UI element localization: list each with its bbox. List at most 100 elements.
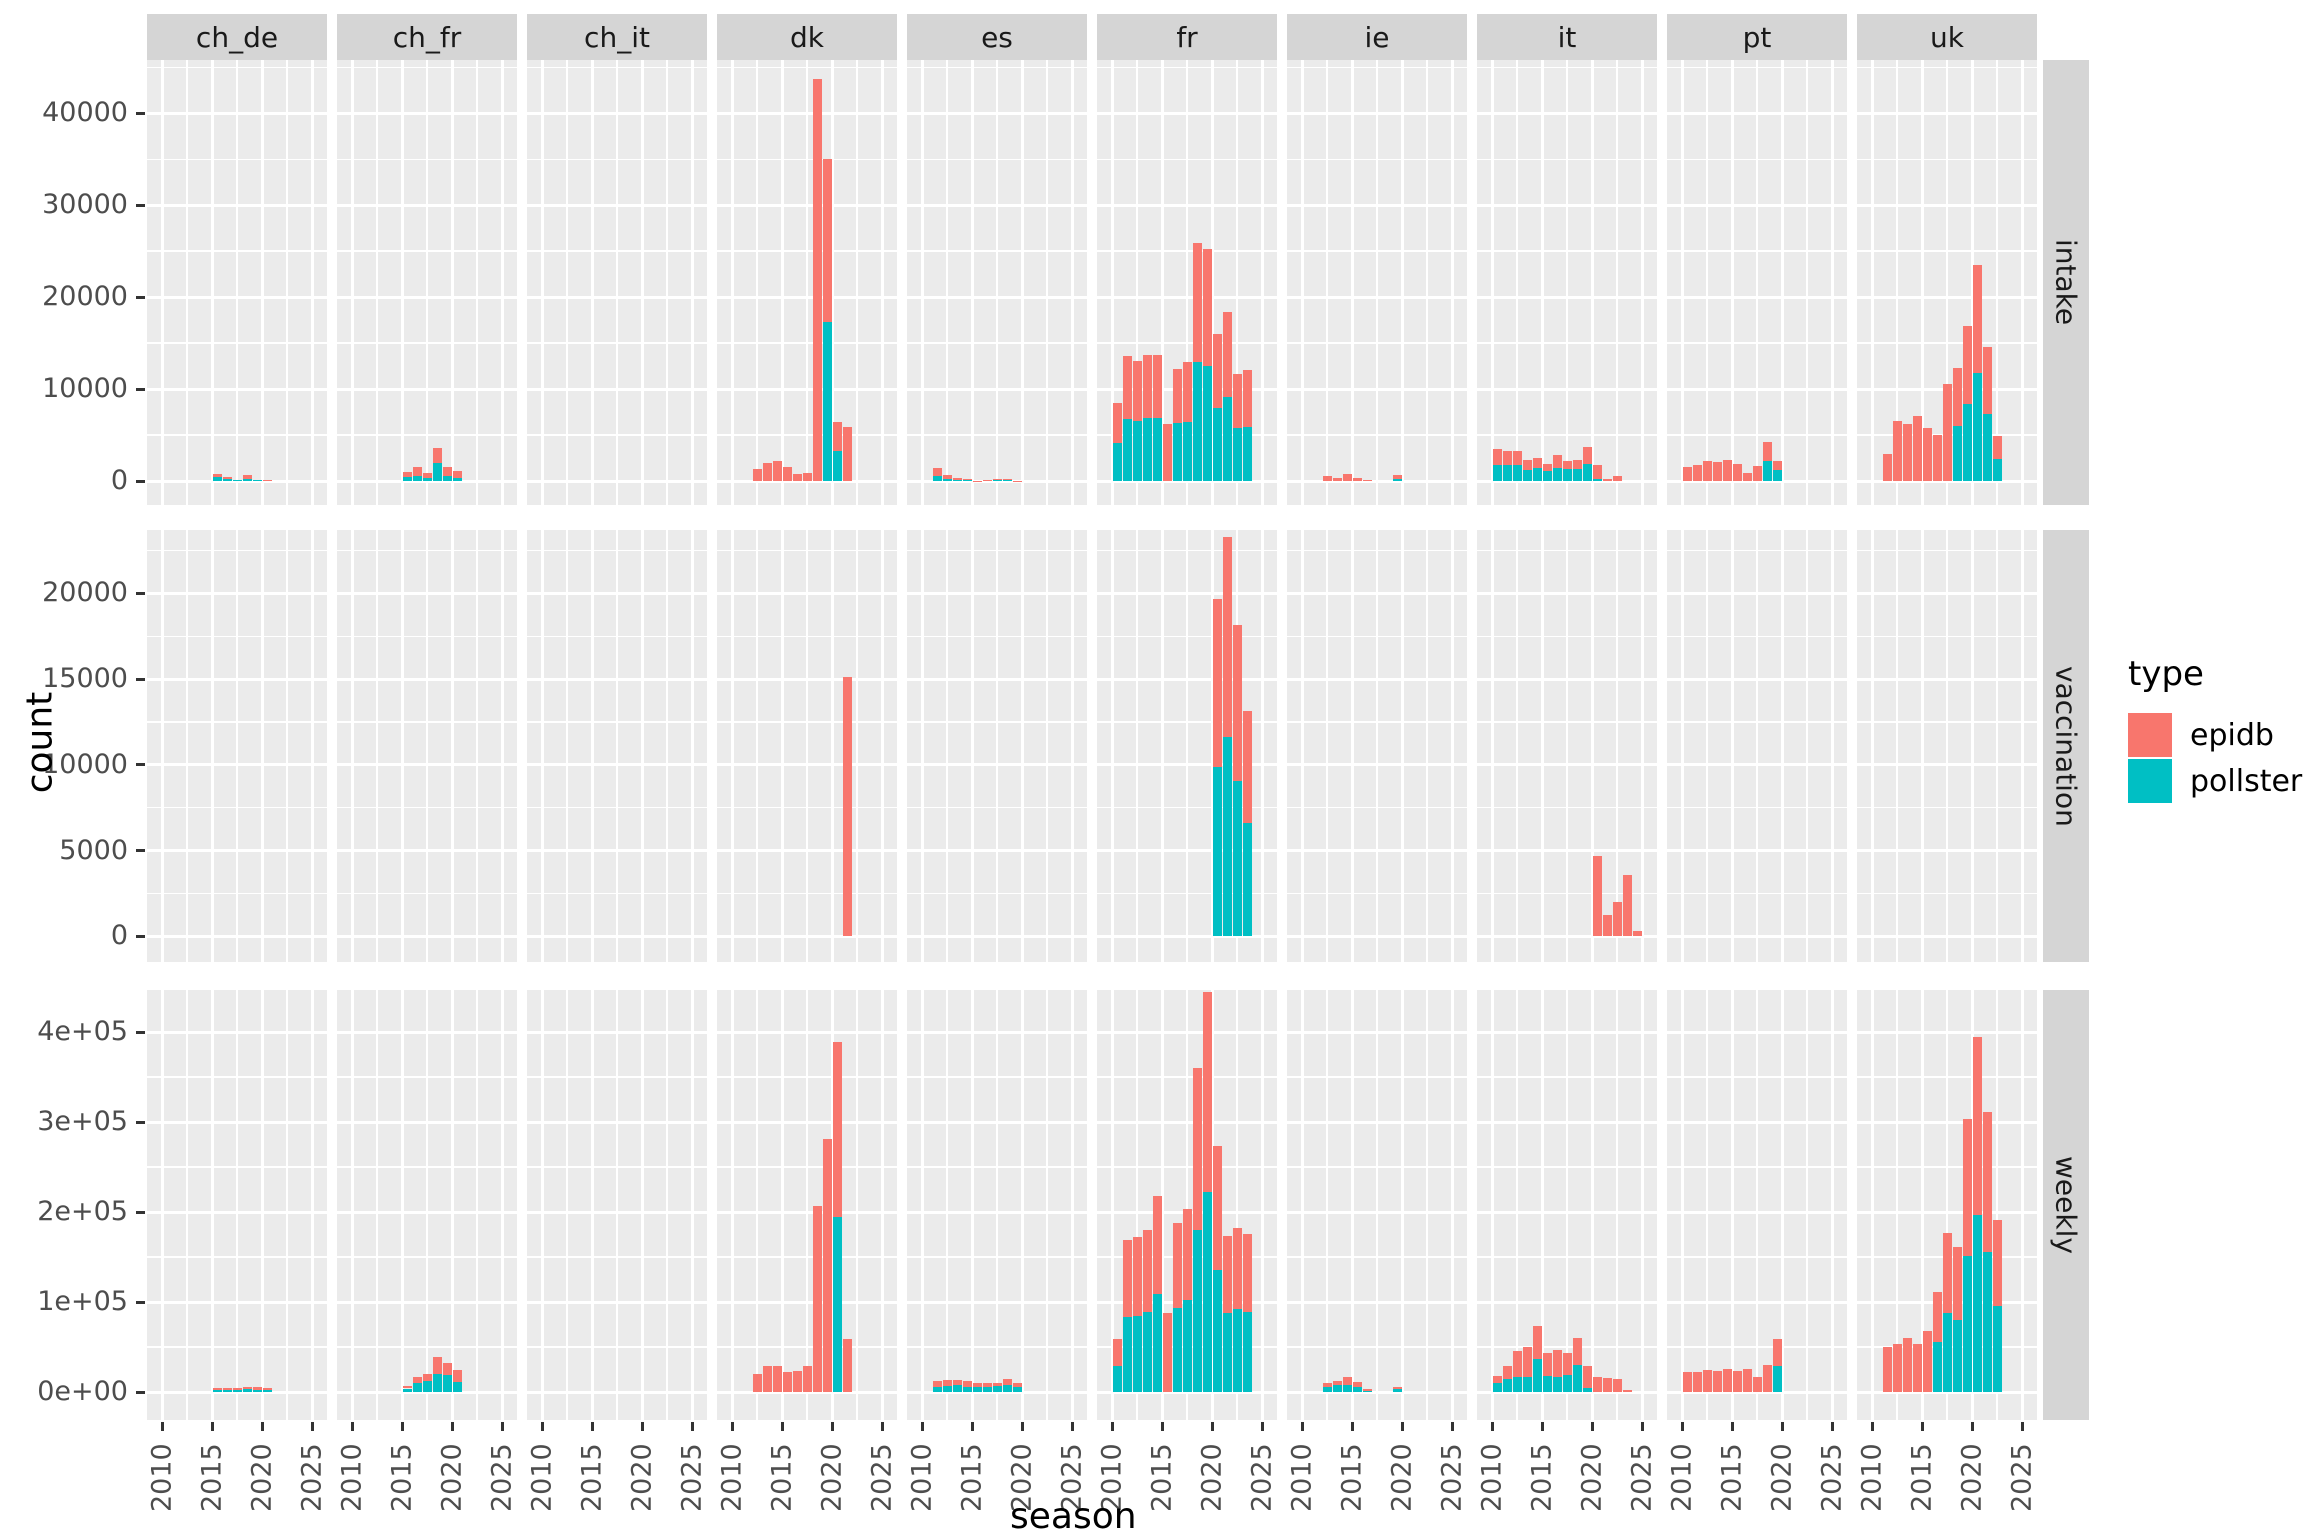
x-tick-label-it-2010: 2010: [1476, 1443, 1508, 1512]
gridline-minor-v: [806, 530, 808, 962]
bar-epidb-es-2019: [1012, 480, 1022, 482]
bar-epidb-ie-2014: [1342, 474, 1352, 482]
bar-epidb-uk-2019: [1962, 326, 1972, 404]
row-strip-intake: intake: [2043, 60, 2089, 505]
x-tick-mark: [830, 1422, 834, 1431]
bar-epidb-fr-2016: [1172, 369, 1182, 423]
bar-epidb-dk-2015: [782, 1372, 792, 1393]
gridline-minor-v: [856, 60, 858, 505]
x-tick-mark: [1970, 1422, 1974, 1431]
bar-epidb-fr-2020: [1212, 599, 1222, 768]
bar-pollster-ch_de-2017: [232, 480, 242, 482]
gridline-major-v: [350, 60, 354, 505]
bar-epidb-uk-2016: [1932, 1291, 1942, 1342]
bar-pollster-it-2011: [1502, 1379, 1512, 1393]
gridline-major-v: [690, 990, 694, 1420]
x-tick-label-uk-2010: 2010: [1856, 1443, 1888, 1512]
bar-epidb-pt-2018: [1762, 1364, 1772, 1393]
gridline-minor-v: [1046, 530, 1048, 962]
gridline-major-v: [690, 530, 694, 962]
bar-epidb-es-2012: [942, 1380, 952, 1387]
bar-epidb-dk-2014: [772, 1366, 782, 1393]
bar-epidb-ch_de-2016: [222, 477, 232, 480]
y-tick-mark: [136, 677, 145, 681]
x-tick-mark: [1870, 1422, 1874, 1431]
facet-strip-ch_de: ch_de: [147, 14, 327, 60]
panel-vaccination-ch_de: [147, 530, 327, 962]
bar-epidb-it-2018: [1572, 1338, 1582, 1366]
gridline-major-v: [1350, 530, 1354, 962]
bar-pollster-ch_fr-2020: [452, 477, 462, 482]
gridline-major-v: [400, 60, 404, 505]
gridline-minor-v: [1136, 530, 1138, 962]
bar-pollster-ch_de-2015: [212, 477, 222, 482]
gridline-minor-v: [1616, 60, 1618, 505]
bar-epidb-it-2011: [1502, 451, 1512, 466]
bar-epidb-it-2010: [1492, 448, 1502, 465]
bar-epidb-it-2017: [1562, 460, 1572, 470]
x-tick-label-fr-2015: 2015: [1146, 1443, 1178, 1512]
x-tick-label-ie-2010: 2010: [1286, 1443, 1318, 1512]
bar-pollster-dk-2020: [832, 450, 842, 482]
bar-pollster-ch_fr-2018: [432, 463, 442, 482]
bar-pollster-it-2016: [1552, 467, 1562, 482]
bar-epidb-uk-2021: [1982, 1112, 1992, 1252]
gridline-minor-v: [1806, 990, 1808, 1420]
gridline-major-v: [260, 990, 264, 1420]
bar-pollster-uk-2018: [1952, 426, 1962, 482]
bar-pollster-fr-2021: [1222, 736, 1232, 937]
bar-pollster-fr-2011: [1122, 418, 1132, 482]
gridline-major-v: [1870, 60, 1874, 505]
bar-pollster-es-2016: [982, 1386, 992, 1393]
bar-pollster-ch_de-2015: [212, 1389, 222, 1393]
bar-epidb-uk-2013: [1902, 1338, 1912, 1393]
bar-pollster-it-2013: [1522, 1377, 1532, 1393]
bar-pollster-pt-2019: [1772, 469, 1782, 482]
bar-pollster-uk-2018: [1952, 1320, 1962, 1393]
bar-pollster-ch_de-2019: [252, 1389, 262, 1393]
x-tick-label-ch_de-2020: 2020: [246, 1443, 278, 1512]
bar-epidb-ch_de-2017: [232, 1388, 242, 1391]
gridline-major-v: [1260, 530, 1264, 962]
bar-pollster-ch_fr-2017: [422, 478, 432, 482]
gridline-minor-v: [1046, 990, 1048, 1420]
gridline-major-v: [1680, 60, 1684, 505]
bar-epidb-uk-2018: [1952, 1246, 1962, 1321]
x-tick-label-es-2010: 2010: [906, 1443, 938, 1512]
bar-pollster-fr-2013: [1142, 1311, 1152, 1393]
bar-pollster-es-2018: [1002, 480, 1012, 482]
gridline-major-v: [1160, 60, 1164, 505]
gridline-major-v: [310, 60, 314, 505]
bar-pollster-fr-2014: [1152, 1294, 1162, 1393]
y-tick-mark: [136, 849, 145, 853]
bar-epidb-dk-2018: [812, 79, 822, 482]
x-tick-mark: [1070, 1422, 1074, 1431]
panel-weekly-fr: [1097, 990, 1277, 1420]
bar-epidb-fr-2012: [1132, 1236, 1142, 1317]
bar-pollster-fr-2023: [1242, 1311, 1252, 1393]
bar-epidb-pt-2011: [1692, 1371, 1702, 1393]
bar-pollster-es-2012: [942, 478, 952, 482]
bar-epidb-it-2014: [1532, 457, 1542, 468]
bar-epidb-it-2022: [1612, 901, 1622, 937]
gridline-major-v: [1640, 530, 1644, 962]
bar-epidb-es-2017: [992, 478, 1002, 480]
bar-pollster-it-2010: [1492, 1382, 1502, 1393]
x-tick-mark: [1490, 1422, 1494, 1431]
gridline-major-v: [1870, 990, 1874, 1420]
gridline-minor-v: [236, 60, 238, 505]
bar-pollster-it-2013: [1522, 469, 1532, 482]
gridline-major-v: [540, 990, 544, 1420]
bar-epidb-es-2013: [952, 477, 962, 481]
gridline-major-v: [1730, 990, 1734, 1420]
gridline-major-v: [1970, 530, 1974, 962]
gridline-major-v: [1350, 60, 1354, 505]
bar-pollster-ch_fr-2016: [412, 1383, 422, 1393]
bar-epidb-pt-2015: [1732, 1371, 1742, 1393]
bar-pollster-it-2011: [1502, 465, 1512, 482]
y-tick-label-weekly-3e+05: 3e+05: [37, 1106, 128, 1138]
bar-epidb-ch_fr-2018: [432, 447, 442, 464]
panel-intake-ch_it: [527, 60, 707, 505]
bar-epidb-fr-2014: [1152, 355, 1162, 419]
gridline-minor-v: [1376, 530, 1378, 962]
